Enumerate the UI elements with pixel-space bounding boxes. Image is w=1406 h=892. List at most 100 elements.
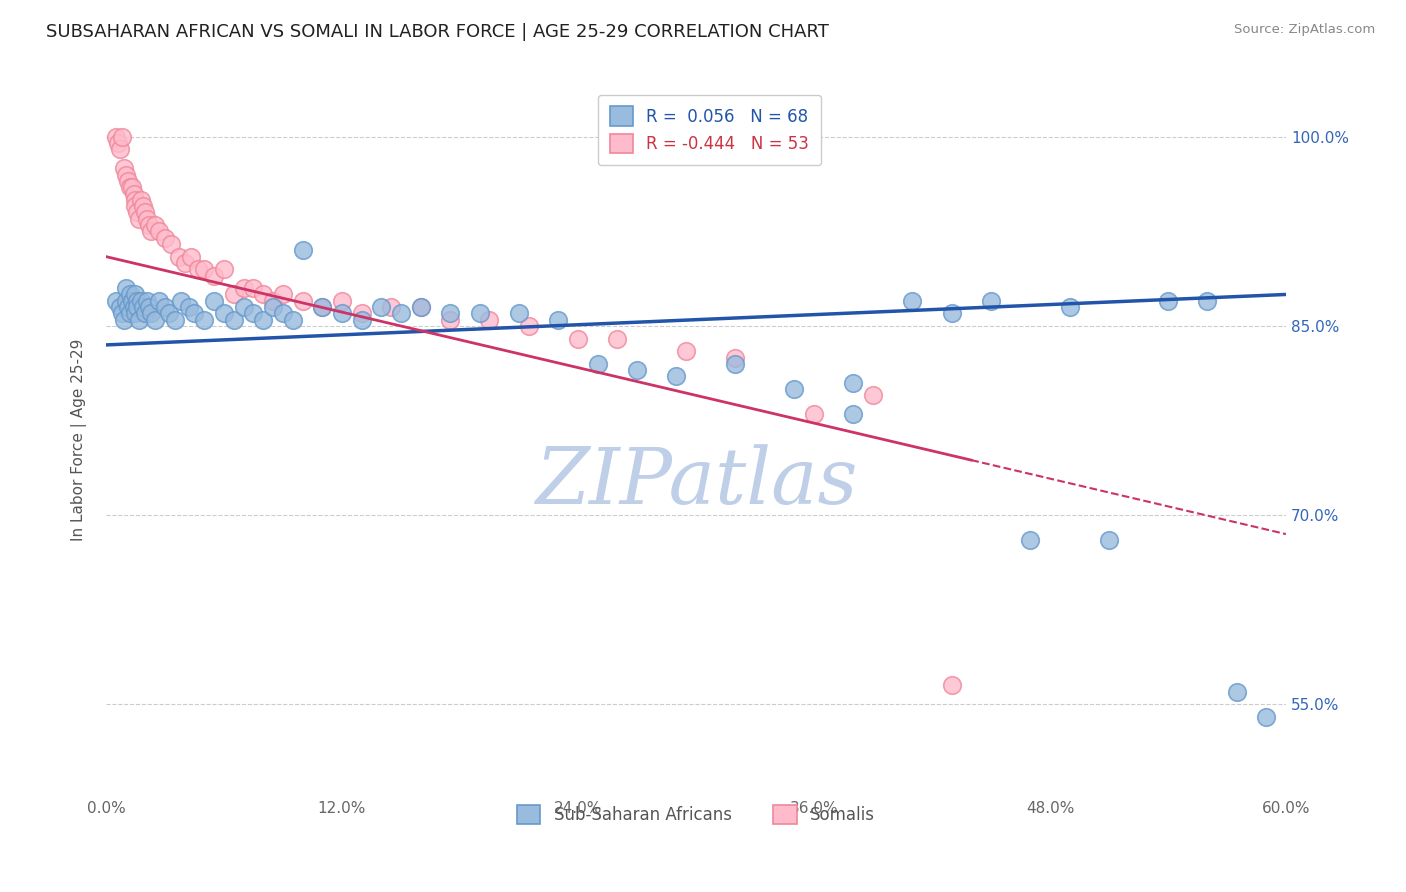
Point (132, 300, 155, 314)
Point (311, 300, 333, 314)
Point (567, 332, 589, 346)
Point (1256, 710, 1278, 724)
Point (724, 351, 747, 365)
Point (311, 300, 333, 314)
Point (157, 306, 180, 320)
Point (252, 287, 274, 301)
Point (252, 312, 274, 326)
Point (104, 129, 127, 144)
Point (132, 199, 155, 213)
Point (124, 306, 146, 320)
Point (626, 363, 648, 377)
Point (122, 300, 145, 314)
Point (167, 250, 190, 264)
Legend: Sub-Saharan Africans, Somalis: Sub-Saharan Africans, Somalis (508, 795, 884, 834)
Point (141, 224, 163, 238)
Point (439, 312, 461, 326)
Point (134, 306, 156, 320)
Point (124, 199, 146, 213)
Point (1019, 533, 1042, 548)
Point (330, 293, 353, 308)
Point (118, 180, 141, 194)
Point (124, 287, 146, 301)
Point (675, 344, 697, 359)
Point (114, 293, 136, 308)
Y-axis label: In Labor Force | Age 25-29: In Labor Force | Age 25-29 (72, 338, 87, 541)
Point (121, 293, 143, 308)
Point (124, 193, 146, 207)
Point (128, 211, 150, 226)
Point (122, 186, 145, 201)
Point (136, 211, 159, 226)
Text: SUBSAHARAN AFRICAN VS SOMALI IN LABOR FORCE | AGE 25-29 CORRELATION CHART: SUBSAHARAN AFRICAN VS SOMALI IN LABOR FO… (46, 23, 830, 41)
Point (141, 306, 163, 320)
Point (262, 300, 284, 314)
Point (107, 136, 129, 150)
Point (439, 306, 461, 320)
Point (281, 312, 304, 326)
Point (980, 293, 1002, 308)
Text: Source: ZipAtlas.com: Source: ZipAtlas.com (1234, 23, 1375, 37)
Point (117, 174, 139, 188)
Point (202, 293, 225, 308)
Point (104, 293, 127, 308)
Point (409, 300, 432, 314)
Point (665, 369, 688, 384)
Point (222, 312, 245, 326)
Point (1157, 293, 1180, 308)
Point (291, 293, 314, 308)
Point (134, 205, 156, 219)
Point (478, 312, 501, 326)
Point (170, 293, 193, 308)
Point (153, 230, 176, 244)
Point (783, 382, 806, 396)
Point (409, 300, 432, 314)
Point (148, 224, 170, 238)
Point (862, 388, 884, 402)
Point (901, 293, 924, 308)
Point (118, 287, 141, 301)
Point (127, 293, 149, 308)
Point (271, 306, 294, 320)
Point (468, 306, 491, 320)
Point (508, 306, 530, 320)
Point (127, 300, 149, 314)
Point (128, 312, 150, 326)
Point (193, 262, 215, 277)
Point (118, 306, 141, 320)
Point (111, 129, 134, 144)
Point (222, 287, 245, 301)
Point (380, 300, 402, 314)
Point (193, 312, 215, 326)
Point (212, 306, 235, 320)
Point (160, 237, 183, 252)
Point (350, 306, 373, 320)
Point (202, 268, 225, 283)
Point (127, 205, 149, 219)
Point (586, 357, 609, 371)
Point (271, 287, 294, 301)
Point (242, 281, 264, 295)
Point (724, 357, 747, 371)
Text: ZIPatlas: ZIPatlas (534, 443, 858, 520)
Point (232, 281, 254, 295)
Point (262, 293, 284, 308)
Point (547, 312, 569, 326)
Point (1226, 685, 1249, 699)
Point (114, 281, 136, 295)
Point (138, 218, 160, 232)
Point (138, 300, 160, 314)
Point (183, 306, 205, 320)
Point (517, 318, 540, 333)
Point (173, 256, 195, 270)
Point (117, 300, 139, 314)
Point (131, 193, 153, 207)
Point (1059, 300, 1081, 314)
Point (941, 306, 963, 320)
Point (180, 250, 202, 264)
Point (112, 312, 135, 326)
Point (330, 306, 353, 320)
Point (1197, 293, 1219, 308)
Point (941, 678, 963, 692)
Point (163, 312, 186, 326)
